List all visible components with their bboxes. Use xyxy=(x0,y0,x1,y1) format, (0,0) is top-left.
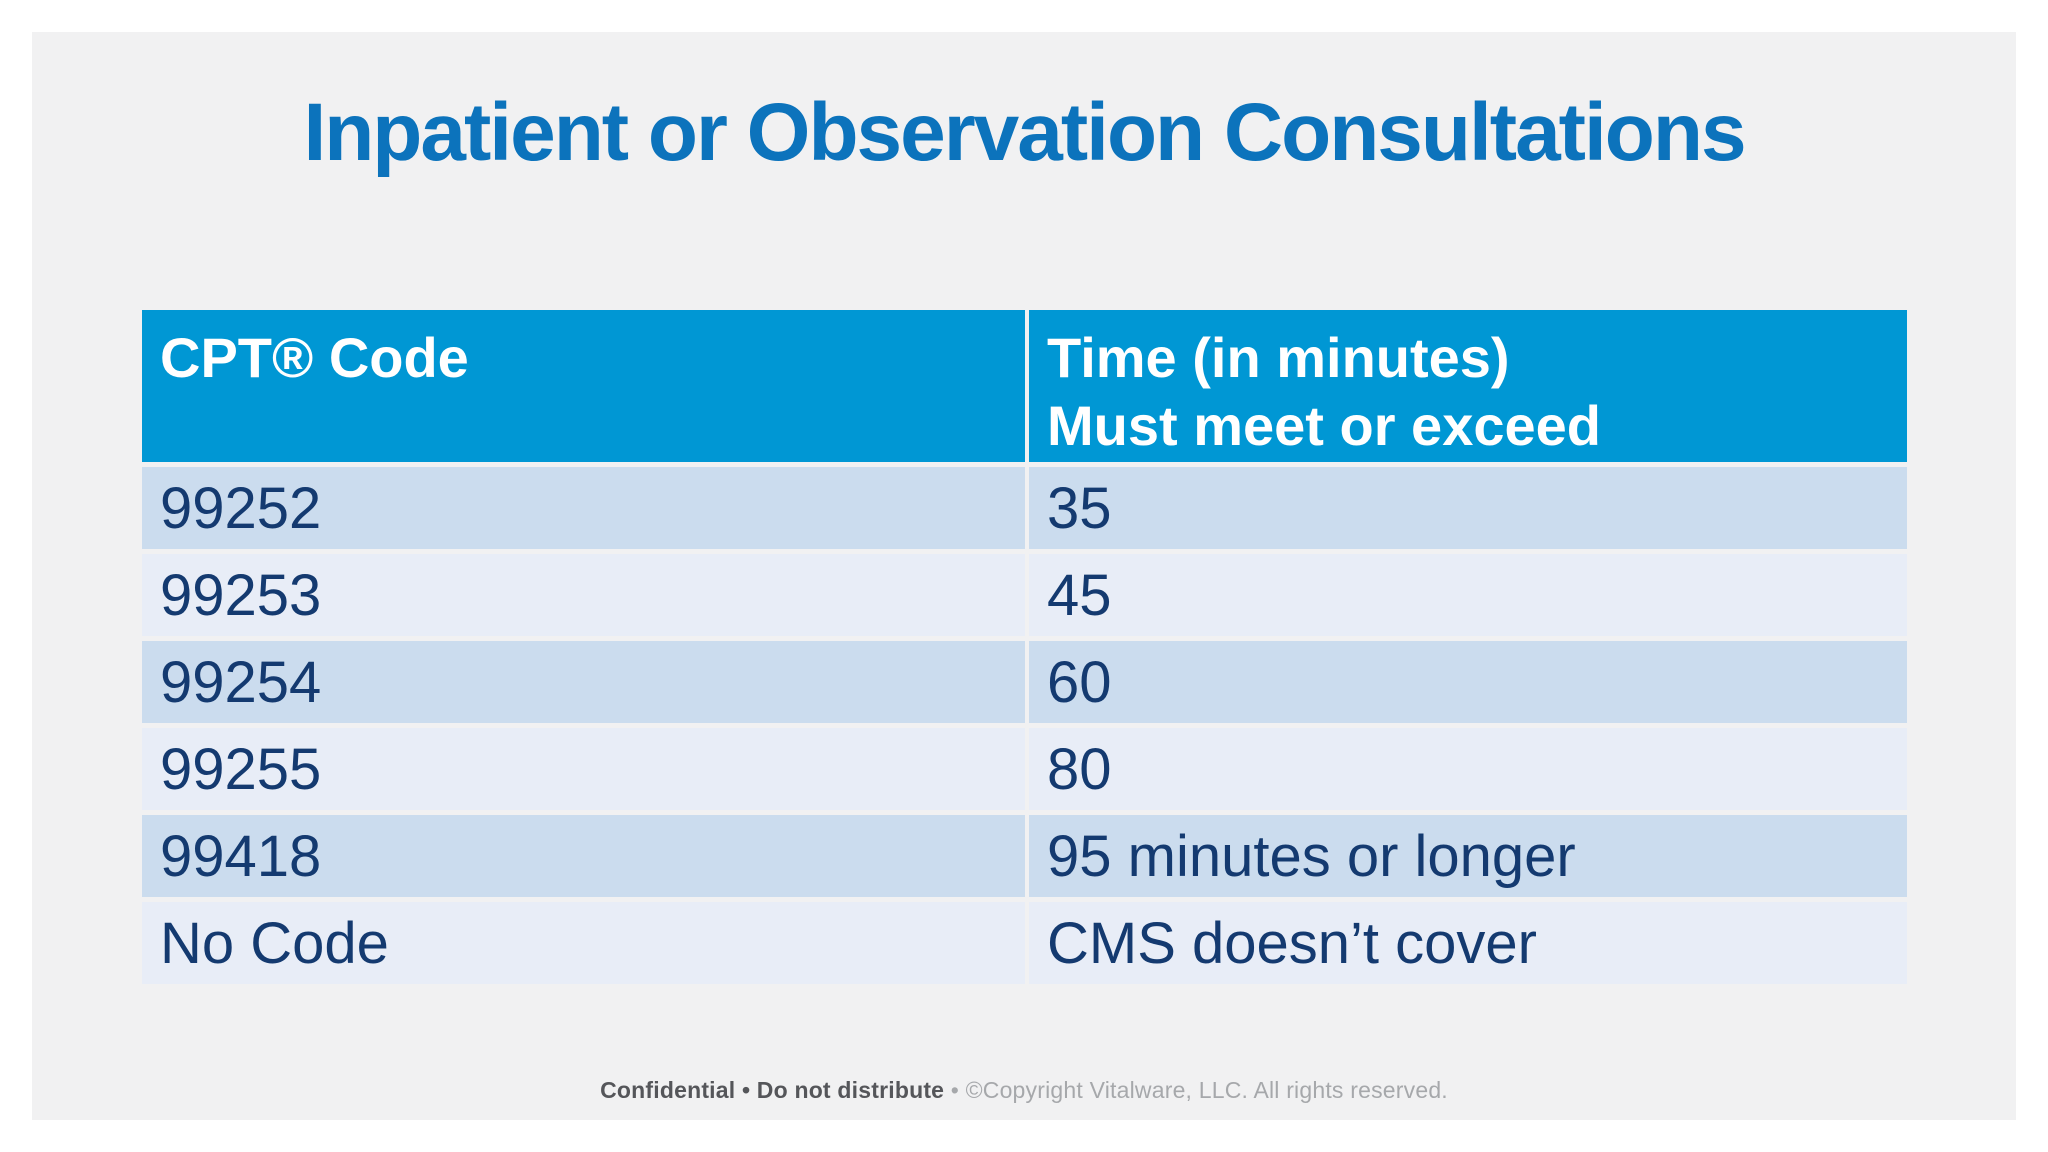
table-row-time: 60 xyxy=(1029,641,1907,723)
table-row-time: 35 xyxy=(1029,467,1907,549)
table-row-code: 99253 xyxy=(142,554,1025,636)
header-col2-line1: Time (in minutes) xyxy=(1047,326,1510,389)
table-row-code: 99252 xyxy=(142,467,1025,549)
page-title: Inpatient or Observation Consultations xyxy=(303,87,1746,178)
table-row-time: 95 minutes or longer xyxy=(1029,815,1907,897)
table-row-code: 99418 xyxy=(142,815,1025,897)
table-row-code: 99255 xyxy=(142,728,1025,810)
cpt-code-table: CPT® Code Time (in minutes) Must meet or… xyxy=(142,310,1907,984)
header-col1-label: CPT® Code xyxy=(160,326,469,389)
footer-copyright-label: • ©Copyright Vitalware, LLC. All rights … xyxy=(950,1077,1448,1103)
table-row-code: No Code xyxy=(142,902,1025,984)
table-row-code: 99254 xyxy=(142,641,1025,723)
header-col2-line2: Must meet or exceed xyxy=(1047,394,1601,458)
table-header-time: Time (in minutes) Must meet or exceed xyxy=(1029,310,1907,462)
table-row-time: CMS doesn’t cover xyxy=(1029,902,1907,984)
footer-confidential-label: Confidential • Do not distribute xyxy=(600,1077,945,1103)
table-row-time: 45 xyxy=(1029,554,1907,636)
table-header-cpt-code: CPT® Code xyxy=(142,310,1025,462)
confidentiality-footer: Confidential • Do not distribute • ©Copy… xyxy=(32,1077,2016,1104)
table-row-time: 80 xyxy=(1029,728,1907,810)
slide-background: Inpatient or Observation Consultations C… xyxy=(32,32,2016,1120)
